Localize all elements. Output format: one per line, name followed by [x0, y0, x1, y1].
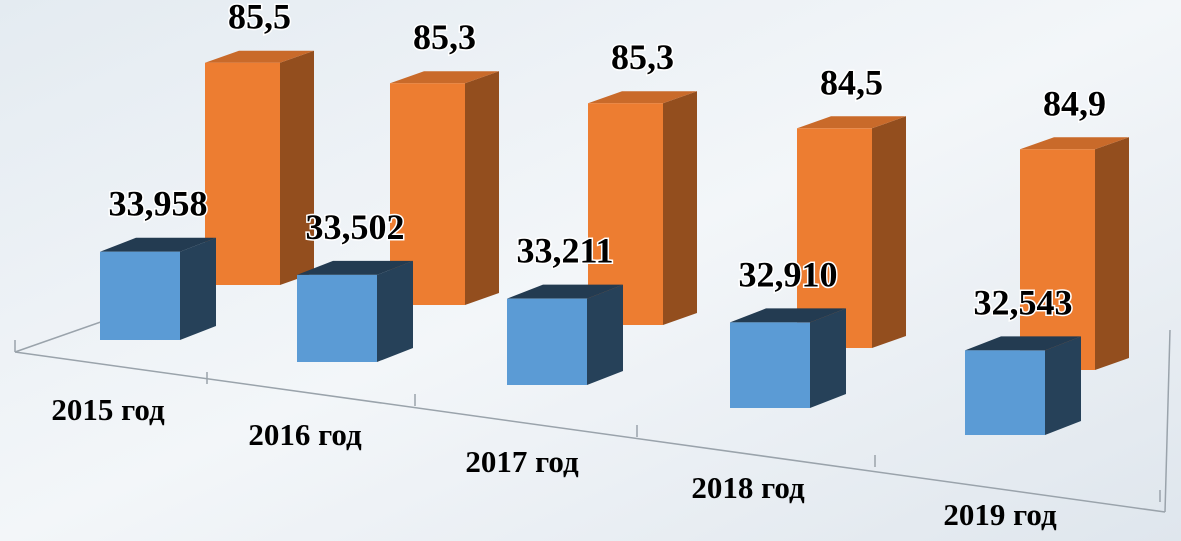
- bar-front: [297, 274, 377, 362]
- x-tick-label: 2015 год: [51, 392, 165, 427]
- bar-top: [100, 237, 216, 252]
- bar-front: [100, 251, 180, 340]
- bar-front: [507, 298, 587, 385]
- bar-top: [205, 50, 314, 63]
- bar-top: [1020, 137, 1129, 150]
- bar-side: [663, 91, 697, 325]
- value-label: 32,543: [974, 282, 1073, 322]
- bar-top: [730, 308, 846, 323]
- value-label: 85,3: [413, 17, 476, 57]
- bar-side: [1045, 336, 1081, 435]
- x-tick-label: 2017 год: [465, 444, 579, 479]
- bar: [297, 260, 413, 362]
- bar: [100, 237, 216, 340]
- bar-top: [297, 260, 413, 275]
- bar: [507, 284, 623, 385]
- bar-side: [1095, 137, 1129, 370]
- value-label: 33,958: [109, 184, 208, 224]
- bar-top: [965, 336, 1081, 351]
- value-label: 85,5: [228, 0, 291, 37]
- bar-side: [377, 260, 413, 362]
- bar: [205, 50, 314, 286]
- bar-front: [205, 62, 280, 286]
- value-label: 84,9: [1043, 83, 1106, 123]
- bar-side: [465, 71, 499, 305]
- bar-front: [730, 322, 810, 408]
- x-tick-label: 2016 год: [248, 417, 362, 452]
- bar-side: [587, 284, 623, 385]
- value-label: 33,211: [516, 231, 613, 271]
- bar: [965, 336, 1081, 435]
- bar-front: [1020, 149, 1095, 370]
- value-label: 85,3: [611, 37, 674, 77]
- bar-side: [810, 308, 846, 408]
- x-tick-label: 2018 год: [691, 470, 805, 505]
- bar-side: [180, 237, 216, 340]
- bar: [730, 308, 846, 408]
- value-label: 33,502: [306, 207, 405, 247]
- bar-top: [588, 91, 697, 104]
- x-tick-label: 2019 год: [943, 497, 1057, 532]
- value-label: 84,5: [820, 62, 883, 102]
- bar-side: [280, 50, 314, 286]
- value-label: 32,910: [739, 254, 838, 294]
- bar-side: [872, 116, 906, 348]
- bar-top: [390, 71, 499, 84]
- bar-front: [965, 350, 1045, 435]
- bar-top: [507, 284, 623, 299]
- bar: [1020, 137, 1129, 370]
- bar-top: [797, 116, 906, 129]
